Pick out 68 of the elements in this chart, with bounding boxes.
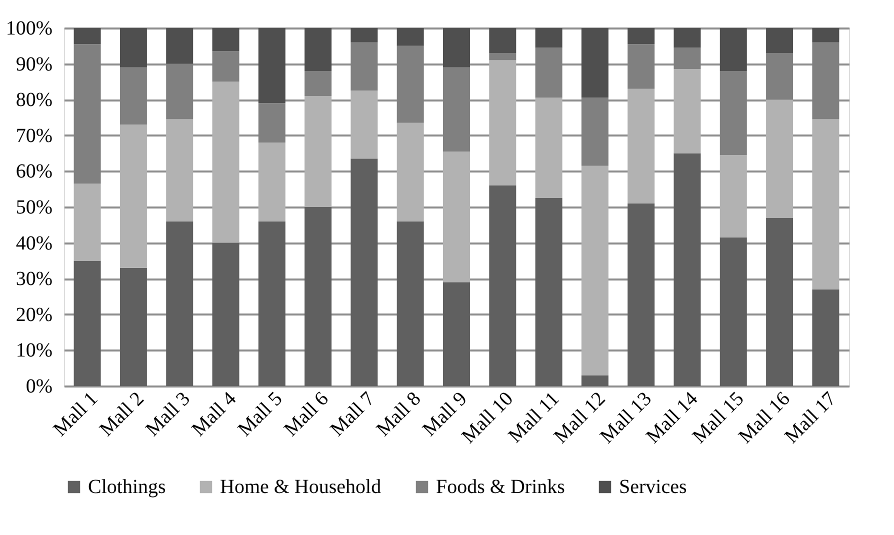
bar — [120, 268, 147, 386]
bar — [396, 221, 424, 386]
bar — [766, 218, 794, 386]
bar — [443, 152, 470, 282]
bar — [812, 289, 840, 386]
y-tick-label: 90% — [16, 53, 52, 76]
bar — [720, 28, 747, 71]
bar — [212, 242, 240, 386]
bar — [812, 119, 840, 290]
bar — [581, 166, 608, 376]
legend-label: Foods & Drinks — [436, 476, 566, 498]
bar — [489, 28, 516, 54]
y-tick-label: 80% — [16, 89, 52, 112]
bar — [166, 221, 194, 386]
bar — [720, 155, 747, 238]
bar — [396, 122, 424, 222]
bar — [535, 28, 562, 48]
bar — [304, 28, 332, 71]
bar — [489, 186, 516, 386]
bar — [120, 124, 147, 268]
y-tick-label: 30% — [16, 268, 52, 290]
bar — [304, 70, 332, 96]
bar — [489, 60, 516, 186]
y-tick-label: 60% — [16, 160, 52, 183]
legend-label: Clothings — [88, 476, 166, 498]
bar — [443, 28, 470, 68]
bar — [304, 96, 332, 207]
bar — [812, 28, 840, 42]
y-tick-label: 10% — [16, 340, 52, 362]
bar — [258, 142, 286, 222]
bar — [489, 53, 516, 60]
bar — [674, 153, 701, 386]
bar — [350, 28, 378, 42]
bar — [74, 184, 101, 261]
bar — [350, 158, 378, 386]
bar — [766, 100, 794, 218]
bar — [581, 375, 608, 386]
bar — [350, 90, 378, 159]
bar — [212, 82, 240, 243]
bar — [304, 207, 332, 386]
bar — [628, 28, 655, 44]
bar — [535, 198, 562, 386]
y-tick-label: 40% — [16, 232, 52, 254]
y-tick-label: 70% — [16, 124, 52, 147]
bar — [766, 28, 794, 54]
y-tick-label: 20% — [16, 304, 52, 326]
bar — [166, 28, 194, 64]
bar — [628, 203, 655, 386]
y-tick-label: 100% — [6, 18, 52, 40]
bar — [74, 28, 101, 44]
bar — [166, 119, 194, 222]
bar — [535, 98, 562, 198]
legend-label: Home & Household — [220, 476, 382, 498]
bar — [581, 28, 608, 98]
bar — [120, 28, 147, 68]
bar — [258, 28, 286, 104]
bar — [628, 88, 655, 204]
y-tick-label: 0% — [26, 376, 52, 398]
bar — [674, 69, 701, 154]
bar — [443, 282, 470, 386]
bar — [674, 28, 701, 48]
bar — [212, 28, 240, 52]
y-tick-label: 50% — [16, 196, 52, 218]
legend-label: Services — [619, 476, 687, 498]
bar — [720, 237, 747, 386]
bar — [396, 28, 424, 46]
bar — [74, 260, 101, 386]
bar — [258, 221, 286, 386]
